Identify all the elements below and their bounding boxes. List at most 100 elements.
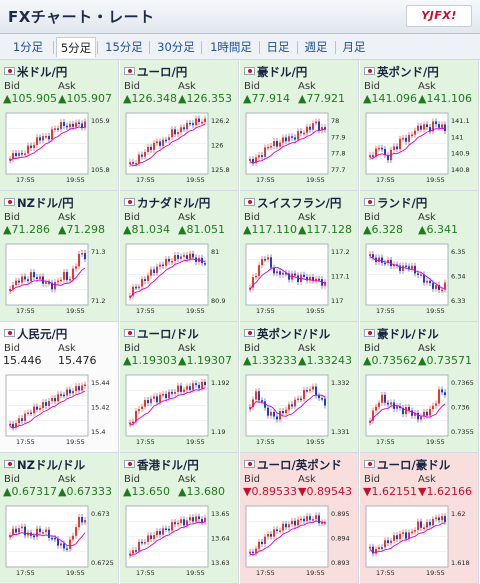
pair-name[interactable]: NZドル/ドル: [4, 457, 85, 473]
pair-name[interactable]: ランド/円: [364, 195, 427, 211]
brand-logo[interactable]: YJFX!: [406, 5, 472, 27]
price-chart[interactable]: 78 77.9 77.8 77.7 17:55 19:55: [244, 110, 355, 186]
tab-6[interactable]: 日足: [266, 40, 290, 54]
pair-name[interactable]: ユーロ/ドル: [124, 326, 199, 342]
currency-pair-card[interactable]: 豪ドル/円 Bid Ask ▲77.914 ▲77.921 78 77.9 77.8 77.7 1…: [240, 60, 359, 191]
pair-name[interactable]: 人民元/円: [4, 326, 67, 342]
tab-separator: [297, 41, 298, 54]
price-chart[interactable]: 13.65 13.64 13.63 17:55 19:55: [124, 503, 235, 579]
candle-body: [318, 395, 320, 399]
pair-name[interactable]: 英ポンド/ドル: [244, 326, 330, 342]
currency-pair-card[interactable]: 英ポンド/円 Bid Ask ▲141.096 ▲141.106 141.1 141 140.…: [360, 60, 479, 191]
price-chart[interactable]: 1.332 1.331 17:55 19:55: [244, 372, 355, 448]
candle-body: [204, 517, 206, 523]
price-chart[interactable]: 117.2 117.1 117 17:55 19:55: [244, 241, 355, 317]
candle-body: [171, 522, 173, 531]
pair-name[interactable]: スイスフラン/円: [244, 195, 341, 211]
tab-7[interactable]: 週足: [304, 40, 328, 54]
price-chart[interactable]: 71.3 71.2 17:55 19:55: [4, 241, 115, 317]
candle-body: [33, 535, 35, 538]
candlestick-chart: 117.2 117.1 117 17:55 19:55: [245, 243, 350, 315]
pair-name[interactable]: 米ドル/円: [4, 64, 67, 80]
candle-body: [408, 134, 410, 142]
pair-name[interactable]: NZドル/円: [4, 195, 74, 211]
x-tick-label: 17:55: [376, 176, 395, 184]
candle-body: [300, 131, 302, 134]
currency-pair-card[interactable]: ユーロ/円 Bid Ask ▲126.348 ▲126.353 126.2 126 125.8…: [120, 60, 239, 191]
candle-body: [375, 257, 377, 262]
candle-body: [399, 138, 401, 150]
candle-body: [258, 155, 260, 158]
candle-body: [156, 141, 158, 143]
bid-value: ▲0.73562: [363, 354, 417, 367]
currency-pair-card[interactable]: ユーロ/豪ドル Bid Ask ▼1.62151 ▼1.62166 1.62 1.618 17…: [360, 453, 479, 584]
candle-body: [9, 423, 11, 426]
currency-pair-card[interactable]: 香港ドル/円 Bid Ask ▲13.650 ▲13.680 13.65 13.64 13.6…: [120, 453, 239, 584]
candle-body: [432, 121, 434, 132]
price-chart[interactable]: 1.192 1.19 17:55 19:55: [124, 372, 235, 448]
currency-pair-card[interactable]: 米ドル/円 Bid Ask ▲105.905 ▲105.907 105.9 105.8 17:…: [0, 60, 119, 191]
price-chart[interactable]: 81 80.9 17:55 19:55: [124, 241, 235, 317]
currency-pair-card[interactable]: 英ポンド/ドル Bid Ask ▲1.33233 ▲1.33243 1.332 1.331 1…: [240, 322, 359, 453]
tab-2[interactable]: 5分足: [56, 37, 96, 58]
candle-body: [204, 381, 206, 386]
candle-body: [75, 527, 77, 536]
currency-pair-card[interactable]: ユーロ/ドル Bid Ask ▲1.19303 ▲1.19307 1.192 1.19 17:…: [120, 322, 239, 453]
price-chart[interactable]: 105.9 105.8 17:55 19:55: [4, 110, 115, 186]
flag-icon: [124, 67, 135, 75]
candle-body: [21, 526, 23, 529]
currency-pair-card[interactable]: カナダドル/円 Bid Ask ▲81.034 ▲81.051 81 80.9 17:55 19…: [120, 191, 239, 322]
x-tick-label: 17:55: [376, 307, 395, 315]
pair-name[interactable]: 豪ドル/ドル: [364, 326, 439, 342]
ask-label: Ask: [58, 474, 76, 485]
candle-body: [375, 406, 377, 411]
tab-5[interactable]: 1時間足: [210, 40, 252, 54]
candle-body: [393, 264, 395, 267]
y-tick-label: 141.1: [451, 117, 470, 125]
tab-1[interactable]: 1分足: [12, 40, 44, 54]
tab-8[interactable]: 月足: [342, 40, 366, 54]
candle-body: [39, 528, 41, 533]
currency-pair-card[interactable]: スイスフラン/円 Bid Ask ▲117.110 ▲117.128 117.2 117.1…: [240, 191, 359, 322]
moving-average-line: [249, 520, 326, 556]
currency-pair-card[interactable]: 豪ドル/ドル Bid Ask ▲0.73562 ▲0.73571 0.7365 0.736 0…: [360, 322, 479, 453]
currency-pair-card[interactable]: NZドル/ドル Bid Ask ▲0.67317 ▲0.67333 0.673 0.6725…: [0, 453, 119, 584]
moving-average-line: [129, 123, 206, 166]
price-chart[interactable]: 1.62 1.618 17:55 19:55: [364, 503, 475, 579]
candle-body: [318, 121, 320, 131]
pair-name[interactable]: 英ポンド/円: [364, 64, 439, 80]
price-chart[interactable]: 0.7365 0.736 0.7355 17:55 19:55: [364, 372, 475, 448]
candlestick-chart: 78 77.9 77.8 77.7 17:55 19:55: [245, 112, 345, 184]
ask-value: ▲0.67333: [58, 485, 112, 498]
pair-name[interactable]: 豪ドル/円: [244, 64, 307, 80]
price-chart[interactable]: 6.35 6.34 6.33 17:55 19:55: [364, 241, 475, 317]
pair-name[interactable]: ユーロ/円: [124, 64, 187, 80]
candle-body: [399, 406, 401, 409]
candle-body: [195, 516, 197, 522]
currency-pair-card[interactable]: ユーロ/英ポンド Bid Ask ▼0.89533 ▼0.89543 0.895 0.894…: [240, 453, 359, 584]
currency-pair-card[interactable]: 人民元/円 Bid Ask 15.446 15.476 15.44 15.42 15.4 17:…: [0, 322, 119, 453]
candle-body: [63, 543, 65, 549]
pair-name[interactable]: カナダドル/円: [124, 195, 210, 211]
pair-name-label: カナダドル/円: [137, 196, 211, 210]
tab-3[interactable]: 15分足: [105, 40, 143, 54]
candle-body: [174, 392, 176, 394]
candle-body: [285, 523, 287, 528]
candle-body: [414, 412, 416, 416]
pair-name[interactable]: ユーロ/豪ドル: [364, 457, 450, 473]
price-chart[interactable]: 15.44 15.42 15.4 17:55 19:55: [4, 372, 115, 448]
tab-4[interactable]: 30分足: [157, 40, 195, 54]
price-chart[interactable]: 0.673 0.6725 17:55 19:55: [4, 503, 115, 579]
pair-name[interactable]: ユーロ/英ポンド: [244, 457, 342, 473]
candle-body: [33, 272, 35, 278]
price-chart[interactable]: 141.1 141 140.9 140.8 17:55 19:55: [364, 110, 475, 186]
price-chart[interactable]: 126.2 126 125.8 17:55 19:55: [124, 110, 235, 186]
x-tick-label: 17:55: [136, 438, 155, 446]
candle-body: [129, 295, 131, 298]
candle-body: [420, 521, 422, 528]
currency-pair-card[interactable]: ランド/円 Bid Ask ▲6.328 ▲6.341 6.35 6.34 6.33 17:55…: [360, 191, 479, 322]
price-chart[interactable]: 0.895 0.894 0.893 17:55 19:55: [244, 503, 355, 579]
pair-name[interactable]: 香港ドル/円: [124, 457, 199, 473]
currency-pair-card[interactable]: NZドル/円 Bid Ask ▲71.286 ▲71.298 71.3 71.2 17:55 1…: [0, 191, 119, 322]
candle-body: [258, 541, 260, 549]
